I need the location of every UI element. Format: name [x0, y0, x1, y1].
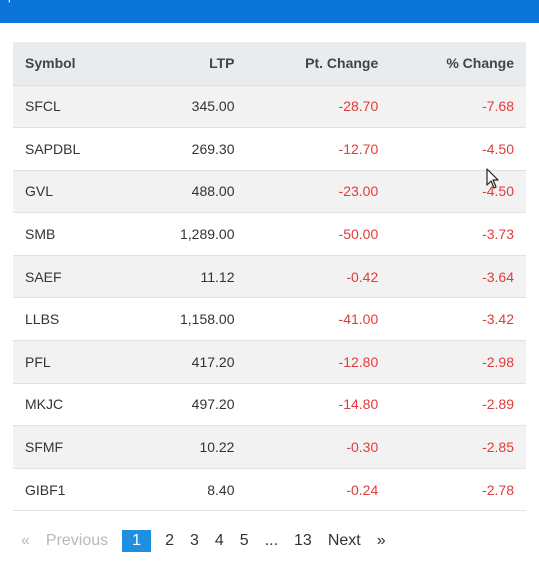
symbol-cell[interactable]: GIBF1	[25, 481, 66, 498]
table-row[interactable]: SFCL 345.00 -28.70 -7.68	[13, 85, 526, 128]
column-header-pt-change[interactable]: Pt. Change	[305, 55, 379, 72]
table-row[interactable]: SAPDBL 269.30 -12.70 -4.50	[13, 127, 526, 171]
ltp-cell: 8.40	[207, 481, 235, 498]
pt-change-cell: -12.70	[338, 140, 379, 157]
ltp-cell: 1,158.00	[179, 311, 235, 328]
pct-change-cell: -2.89	[482, 396, 514, 413]
column-header-ltp[interactable]: LTP	[209, 55, 235, 72]
previous-page-button[interactable]: Previous	[45, 532, 109, 549]
symbol-cell[interactable]: SAPDBL	[25, 140, 81, 157]
column-header-pct-change[interactable]: % Change	[446, 55, 514, 72]
pt-change-cell: -0.24	[346, 481, 379, 498]
mouse-cursor-icon	[486, 168, 499, 189]
ltp-cell: 345.00	[191, 98, 235, 115]
pct-change-cell: -7.68	[482, 98, 514, 115]
table-row[interactable]: SFMF 10.22 -0.30 -2.85	[13, 425, 526, 469]
previous-arrow-icon: «	[21, 532, 30, 549]
symbol-cell[interactable]: LLBS	[25, 311, 60, 328]
table-row[interactable]: SMB 1,289.00 -50.00 -3.73	[13, 212, 526, 256]
ltp-cell: 488.00	[191, 183, 235, 200]
symbol-cell[interactable]: SAEF	[25, 268, 62, 285]
page-button-1[interactable]: 1	[122, 530, 152, 552]
next-page-button[interactable]: Next	[327, 532, 361, 549]
pt-change-cell: -23.00	[338, 183, 379, 200]
table-row[interactable]: SAEF 11.12 -0.42 -3.64	[13, 255, 526, 298]
table-row[interactable]: LLBS 1,158.00 -41.00 -3.42	[13, 297, 526, 341]
table-header-row: Symbol LTP Pt. Change % Change	[13, 42, 526, 85]
page-button-3[interactable]: 3	[189, 532, 199, 549]
page-button-13[interactable]: 13	[294, 532, 312, 549]
symbol-cell[interactable]: SFMF	[25, 439, 64, 456]
ltp-cell: 497.20	[191, 396, 235, 413]
page-button-2[interactable]: 2	[165, 532, 174, 549]
ltp-cell: 417.20	[191, 353, 235, 370]
pt-change-cell: -28.70	[338, 98, 379, 115]
pt-change-cell: -14.80	[338, 396, 379, 413]
pt-change-cell: -0.42	[346, 268, 379, 285]
top-losers-table: Symbol LTP Pt. Change % Change SFCL 345.…	[13, 42, 526, 511]
ltp-cell: 10.22	[199, 439, 235, 456]
pct-change-cell: -4.50	[482, 140, 514, 157]
table-row[interactable]: GIBF1 8.40 -0.24 -2.78	[13, 468, 526, 511]
ltp-cell: 11.12	[200, 268, 235, 285]
ltp-cell: 269.30	[191, 140, 235, 157]
symbol-cell[interactable]: SMB	[25, 226, 56, 243]
pt-change-cell: -41.00	[338, 311, 379, 328]
pt-change-cell: -0.30	[346, 439, 379, 456]
next-arrow-icon: »	[376, 532, 386, 549]
pagination: « Previous 1 2 3 4 5 ... 13 Next »	[13, 530, 394, 552]
pct-change-cell: -2.98	[482, 353, 514, 370]
page-button-5[interactable]: 5	[239, 532, 249, 549]
symbol-cell[interactable]: MKJC	[25, 396, 64, 413]
symbol-cell[interactable]: PFL	[25, 353, 51, 370]
pt-change-cell: -12.80	[338, 353, 379, 370]
page-ellipsis: ...	[264, 532, 279, 549]
pct-change-cell: -2.78	[482, 481, 514, 498]
pct-change-cell: -2.85	[482, 439, 514, 456]
pct-change-cell: -3.42	[482, 311, 514, 328]
table-row[interactable]: GVL 488.00 -23.00 -4.50	[13, 170, 526, 213]
table-row[interactable]: MKJC 497.20 -14.80 -2.89	[13, 383, 526, 426]
symbol-cell[interactable]: SFCL	[25, 98, 61, 115]
top-header-bar: '	[0, 0, 539, 23]
ltp-cell: 1,289.00	[179, 226, 235, 243]
pt-change-cell: -50.00	[338, 226, 379, 243]
pct-change-cell: -3.64	[482, 268, 514, 285]
page-button-4[interactable]: 4	[214, 532, 224, 549]
symbol-cell[interactable]: GVL	[25, 183, 54, 200]
pct-change-cell: -3.73	[482, 226, 514, 243]
header-partial-text: '	[8, 0, 11, 12]
table-row[interactable]: PFL 417.20 -12.80 -2.98	[13, 340, 526, 384]
column-header-symbol[interactable]: Symbol	[25, 55, 76, 72]
pct-change-cell: -4.50	[482, 183, 514, 200]
